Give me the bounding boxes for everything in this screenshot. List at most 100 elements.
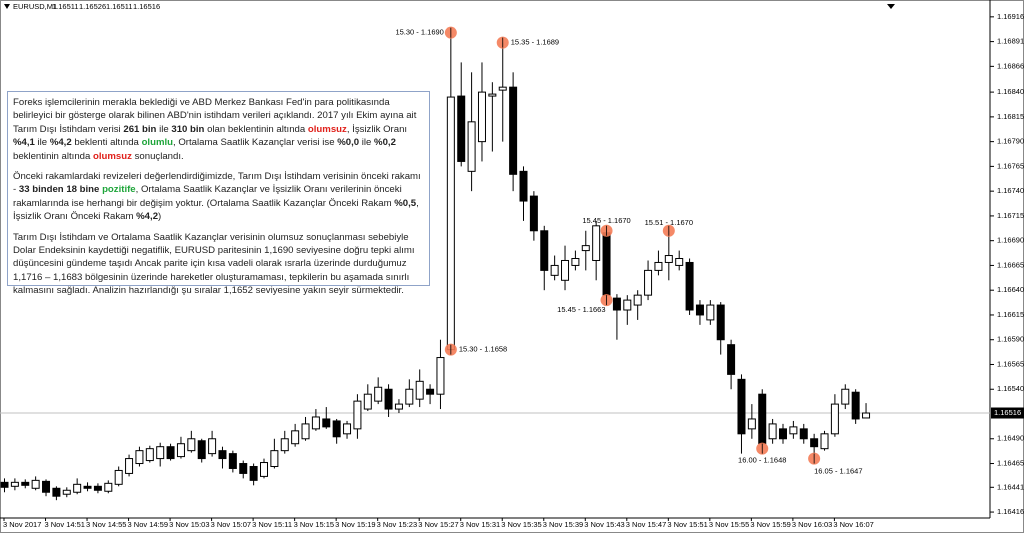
symbol: EURUSD,M1 bbox=[13, 2, 57, 11]
candle-body bbox=[799, 428, 808, 440]
dropdown-arrow[interactable] bbox=[887, 4, 895, 9]
annotation-label: 15.45 - 1.1663 bbox=[557, 305, 605, 314]
candle-body bbox=[862, 412, 871, 419]
candle-body bbox=[477, 91, 486, 143]
x-tick-label: 3 Nov 15:11 bbox=[252, 520, 292, 529]
candle-body bbox=[716, 304, 725, 341]
candle-body bbox=[249, 465, 258, 481]
candle-body bbox=[353, 400, 362, 430]
candle-body bbox=[322, 418, 331, 428]
candle-body bbox=[415, 380, 424, 400]
candle-body bbox=[73, 483, 82, 493]
y-tick-label: 1.16540 bbox=[997, 384, 1024, 393]
x-tick-label: 3 Nov 15:43 bbox=[584, 520, 624, 529]
candle-body bbox=[62, 489, 71, 495]
candle-body bbox=[820, 433, 829, 450]
ohlc-high: 1.16526 bbox=[79, 2, 106, 11]
ohlc-close: 1.16516 bbox=[133, 2, 160, 11]
annotation-label: 15.30 - 1.1658 bbox=[459, 345, 507, 354]
candle-body bbox=[457, 95, 466, 162]
candle-body bbox=[270, 450, 279, 467]
y-tick-label: 1.16690 bbox=[997, 236, 1024, 245]
candle-body bbox=[343, 423, 352, 435]
candle-body bbox=[612, 297, 621, 311]
candle-body bbox=[135, 450, 144, 465]
y-tick-label: 1.16640 bbox=[997, 285, 1024, 294]
candle-body bbox=[197, 440, 206, 460]
candle-body bbox=[561, 259, 570, 281]
candle-body bbox=[0, 481, 9, 488]
text-run: , İşsizlik Oranı Önceki Rakam bbox=[13, 197, 419, 223]
y-tick-label: 1.16465 bbox=[997, 459, 1024, 468]
x-tick-label: 3 Nov 15:39 bbox=[543, 520, 583, 529]
candle-body bbox=[685, 261, 694, 311]
candle-body bbox=[176, 443, 185, 458]
x-tick-label: 3 Nov 16:07 bbox=[833, 520, 873, 529]
candle-body bbox=[602, 232, 611, 296]
paragraph: Önceki rakamlardaki revizeleri değerlend… bbox=[13, 170, 424, 224]
text-run: beklenti altında bbox=[71, 137, 142, 149]
y-tick-label: 1.16866 bbox=[997, 61, 1024, 70]
x-tick-label: 3 Nov 15:19 bbox=[335, 520, 375, 529]
text-run: %0,0 bbox=[337, 137, 360, 149]
candle-body bbox=[208, 438, 217, 455]
candle-body bbox=[291, 430, 300, 445]
annotation-label: 15.45 - 1.1670 bbox=[582, 216, 630, 225]
text-run: pozitife bbox=[102, 184, 136, 196]
x-tick-label: 3 Nov 15:03 bbox=[169, 520, 209, 529]
candle-body bbox=[675, 258, 684, 266]
text-box: Foreks işlemcilerinin merakla beklediği … bbox=[7, 91, 430, 296]
candle-body bbox=[394, 403, 403, 410]
y-tick-label: 1.16615 bbox=[997, 310, 1024, 319]
text-run: 33 binden 18 bine bbox=[18, 184, 100, 196]
text-run: , Ortalama Saatlik Kazançlar verisi ise bbox=[173, 137, 338, 149]
x-tick-label: 3 Nov 15:07 bbox=[211, 520, 251, 529]
text-run: %4,2 bbox=[136, 211, 159, 223]
candle-body bbox=[830, 403, 839, 435]
candle-body bbox=[114, 469, 123, 485]
y-tick-label: 1.16765 bbox=[997, 161, 1024, 170]
text-run: , Ortalama Saatlik Kazançlar ve İşsizlik… bbox=[13, 184, 402, 209]
y-tick-label: 1.16790 bbox=[997, 137, 1024, 146]
candle-body bbox=[31, 479, 40, 489]
x-tick-label: 3 Nov 15:31 bbox=[460, 520, 500, 529]
candle-body bbox=[550, 264, 559, 276]
y-tick-label: 1.16740 bbox=[997, 186, 1024, 195]
candle-body bbox=[52, 487, 61, 497]
text-run: %4,2 bbox=[49, 137, 72, 149]
y-tick-label: 1.16565 bbox=[997, 359, 1024, 368]
y-tick-label: 1.16490 bbox=[997, 434, 1024, 443]
text-run: , İşsizlik Oranı bbox=[346, 123, 408, 135]
text-run: olumlu bbox=[141, 137, 174, 149]
x-tick-label: 3 Nov 15:23 bbox=[377, 520, 417, 529]
ohlc-low: 1.16511 bbox=[106, 2, 133, 11]
menu-triangle[interactable] bbox=[4, 4, 10, 9]
candle-body bbox=[42, 480, 51, 493]
candle-body bbox=[633, 294, 642, 306]
candle-body bbox=[644, 269, 653, 296]
y-tick-label: 1.16715 bbox=[997, 211, 1024, 220]
candle-body bbox=[21, 481, 30, 486]
text-run: Foreks işlemcilerinin merakla beklediği … bbox=[13, 97, 417, 135]
candle-body bbox=[529, 195, 538, 232]
candle-body bbox=[374, 386, 383, 402]
candle-body bbox=[540, 230, 549, 271]
candle-body bbox=[727, 344, 736, 375]
y-tick-label: 1.16815 bbox=[997, 112, 1024, 121]
candle-body bbox=[145, 448, 154, 462]
x-tick-label: 3 Nov 16:03 bbox=[792, 520, 832, 529]
candle-body bbox=[280, 438, 289, 452]
current-price-label: 1.16516 bbox=[994, 408, 1021, 417]
candle-body bbox=[779, 428, 787, 440]
candle-body bbox=[446, 96, 455, 351]
current-price-tag bbox=[991, 407, 1024, 419]
candle-body bbox=[166, 446, 175, 460]
x-tick-label: 3 Nov 14:55 bbox=[86, 520, 126, 529]
candle-body bbox=[509, 86, 518, 175]
candle-body bbox=[488, 93, 497, 97]
candle-body bbox=[426, 388, 435, 395]
text-run: beklentinin altında bbox=[13, 150, 94, 162]
candle-body bbox=[654, 261, 663, 271]
x-tick-label: 3 Nov 15:51 bbox=[667, 520, 707, 529]
